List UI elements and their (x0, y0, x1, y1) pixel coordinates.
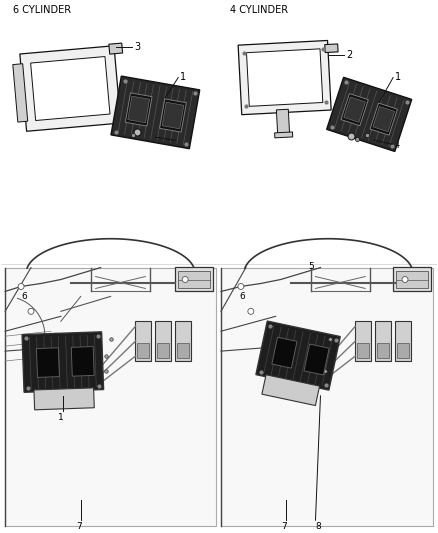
Text: 6: 6 (239, 293, 245, 301)
Polygon shape (135, 321, 152, 361)
Polygon shape (325, 44, 338, 53)
Text: 4: 4 (394, 140, 400, 150)
Polygon shape (357, 343, 369, 358)
Polygon shape (341, 94, 368, 126)
Polygon shape (276, 109, 290, 135)
Circle shape (238, 284, 244, 289)
Text: 1: 1 (395, 71, 401, 82)
Polygon shape (396, 271, 428, 288)
Polygon shape (377, 343, 389, 358)
Polygon shape (138, 343, 149, 358)
Polygon shape (256, 321, 340, 390)
Polygon shape (393, 266, 431, 292)
Text: 2: 2 (346, 50, 353, 60)
Polygon shape (275, 132, 293, 138)
Polygon shape (31, 56, 110, 120)
Circle shape (182, 277, 188, 282)
Text: 7: 7 (281, 522, 286, 531)
Polygon shape (395, 321, 411, 361)
Polygon shape (159, 99, 186, 132)
Polygon shape (247, 49, 323, 106)
Bar (221, 268, 433, 526)
Polygon shape (125, 93, 152, 126)
Text: 4: 4 (177, 136, 184, 146)
Text: 6 CYLINDER: 6 CYLINDER (13, 5, 71, 15)
Text: 8: 8 (316, 522, 321, 531)
Polygon shape (111, 76, 200, 149)
Polygon shape (34, 388, 94, 410)
Circle shape (28, 309, 34, 314)
Polygon shape (370, 103, 397, 135)
Polygon shape (177, 343, 189, 358)
Polygon shape (162, 102, 184, 129)
Circle shape (248, 309, 254, 314)
Text: 4 CYLINDER: 4 CYLINDER (230, 5, 288, 15)
Polygon shape (272, 337, 297, 368)
Polygon shape (262, 375, 320, 406)
Polygon shape (175, 321, 191, 361)
Polygon shape (22, 332, 104, 392)
Polygon shape (327, 77, 412, 151)
Text: 6: 6 (21, 293, 27, 301)
Polygon shape (71, 346, 94, 376)
Polygon shape (304, 344, 329, 375)
Polygon shape (155, 321, 171, 361)
Polygon shape (157, 343, 169, 358)
Text: 7: 7 (76, 522, 81, 531)
Polygon shape (373, 107, 395, 132)
Circle shape (18, 284, 24, 289)
Polygon shape (109, 43, 123, 54)
Polygon shape (178, 271, 210, 288)
Bar (5, 268, 216, 526)
Polygon shape (36, 348, 60, 377)
Circle shape (273, 333, 279, 339)
Text: 3: 3 (134, 42, 141, 52)
Polygon shape (128, 96, 150, 123)
Polygon shape (238, 41, 331, 115)
Circle shape (402, 277, 408, 282)
Text: 1: 1 (180, 71, 186, 82)
Polygon shape (344, 97, 365, 122)
Circle shape (53, 333, 59, 339)
Polygon shape (20, 46, 121, 131)
Polygon shape (397, 343, 409, 358)
Text: 1: 1 (58, 413, 64, 422)
Polygon shape (13, 64, 28, 122)
Polygon shape (375, 321, 391, 361)
Text: 5: 5 (308, 262, 314, 271)
Polygon shape (355, 321, 371, 361)
Polygon shape (175, 266, 213, 292)
